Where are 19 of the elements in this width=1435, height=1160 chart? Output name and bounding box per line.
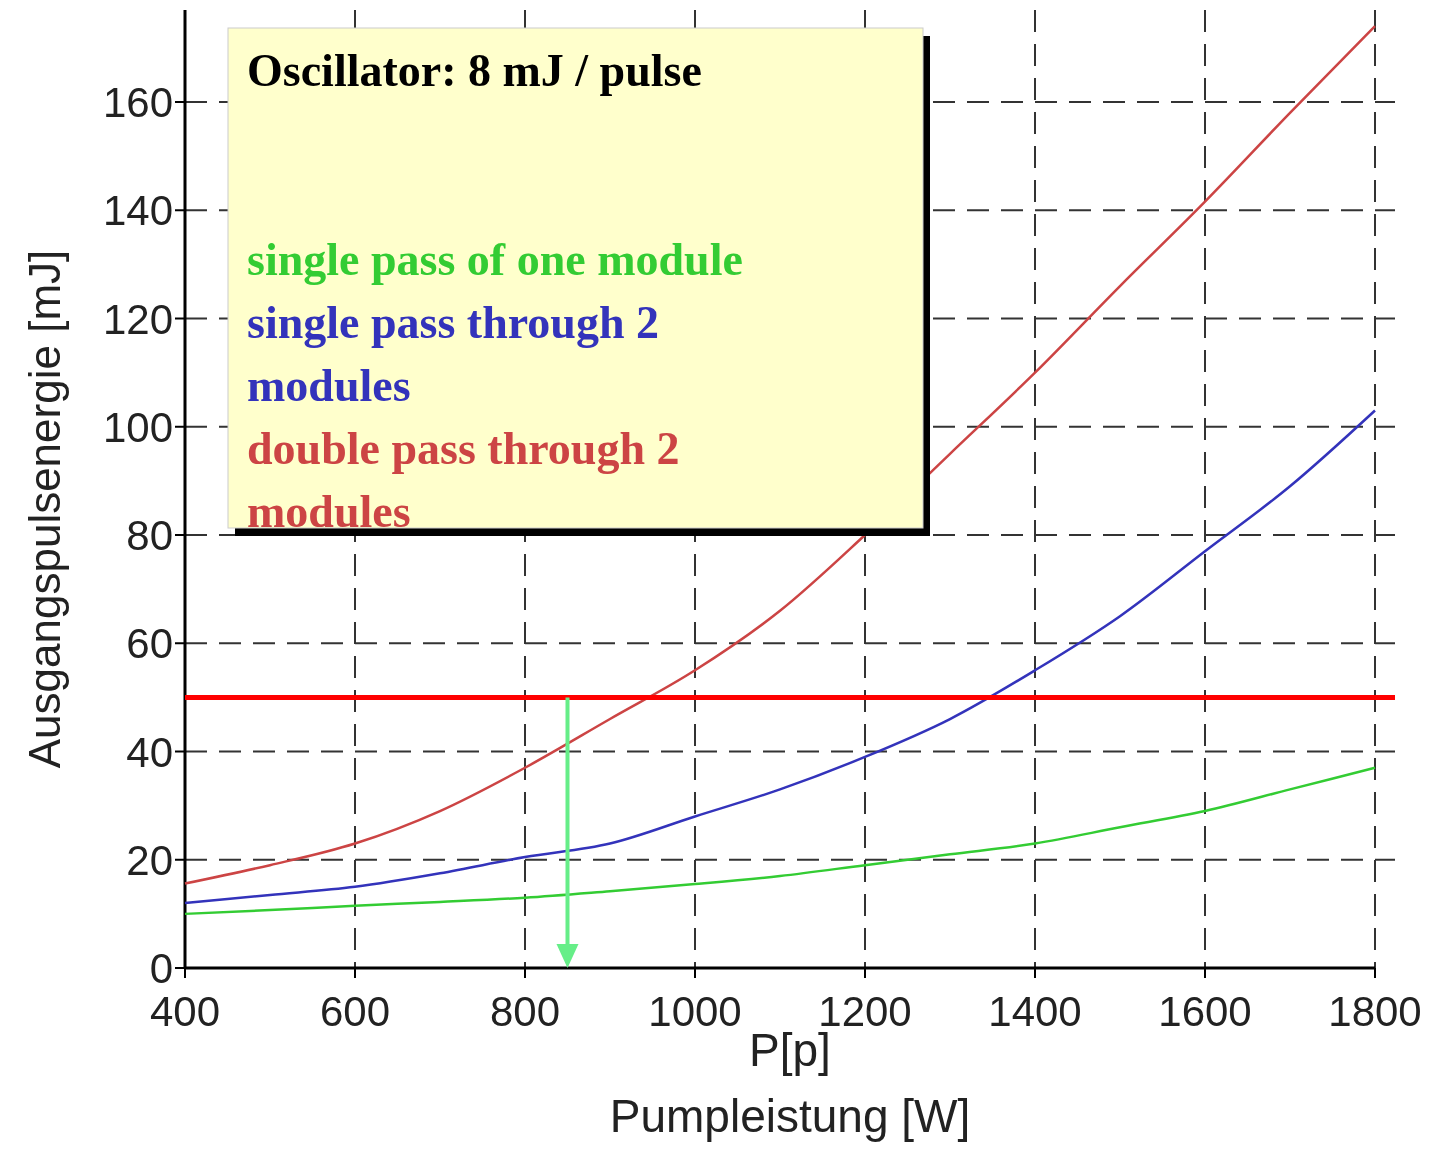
y-tick-label: 20 bbox=[126, 836, 173, 884]
x-tick-label: 1000 bbox=[648, 988, 742, 1035]
y-tick-label: 140 bbox=[102, 187, 173, 235]
y-tick-label: 120 bbox=[102, 295, 173, 343]
text: single pass of one module bbox=[247, 234, 743, 285]
y-axis-title: Ausgangspulsenergie [mJ] bbox=[20, 249, 69, 769]
y-tick-label: 40 bbox=[126, 728, 173, 776]
y-tick-label: 80 bbox=[126, 512, 173, 560]
x-tick-label: 800 bbox=[489, 988, 561, 1035]
x-tick-label: 1400 bbox=[988, 988, 1082, 1035]
text: double pass through 2 modules bbox=[247, 423, 680, 537]
y-tick-label: 160 bbox=[102, 79, 173, 127]
y-tick-label: 60 bbox=[126, 620, 173, 668]
y-tick-label: 100 bbox=[102, 403, 173, 451]
x-tick-label: 1800 bbox=[1328, 988, 1422, 1035]
text: single pass through 2 modules bbox=[247, 297, 660, 411]
legend-title: Oscillator: 8 mJ / pulse bbox=[247, 45, 702, 96]
x-tick-label: 1600 bbox=[1158, 988, 1252, 1035]
x-tick-label: 600 bbox=[319, 988, 391, 1035]
